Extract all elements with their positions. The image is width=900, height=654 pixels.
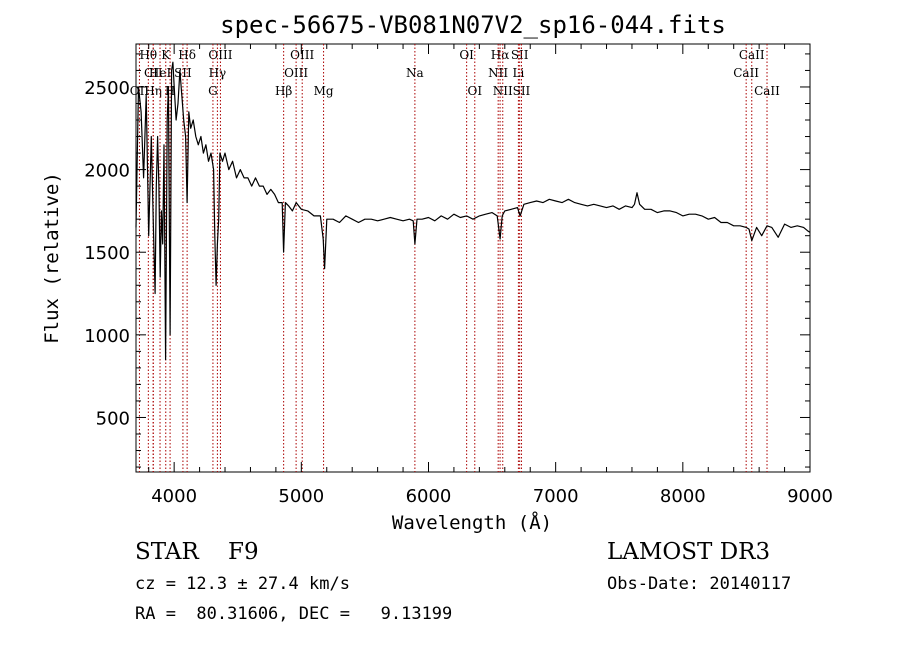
line-marker-label: OIII <box>208 48 232 62</box>
line-marker-label: NII <box>493 84 513 98</box>
y-tick-label: 1000 <box>84 326 130 347</box>
line-marker-label: OI <box>459 48 474 62</box>
x-tick-label: 6000 <box>406 486 452 507</box>
x-tick-label: 8000 <box>660 486 706 507</box>
redshift-cz: cz = 12.3 ± 27.4 km/s <box>135 574 350 594</box>
y-tick-label: 1500 <box>84 243 130 264</box>
line-marker-label: OIII <box>290 48 314 62</box>
line-marker-label: Mg <box>314 84 334 98</box>
plot-frame <box>135 43 811 473</box>
line-marker-label: Hα <box>491 48 510 62</box>
line-marker-label: K <box>161 48 171 62</box>
line-marker-label: Hγ <box>209 66 227 80</box>
line-marker-label: NII <box>488 66 508 80</box>
line-marker-label: CaII <box>739 48 765 62</box>
spectrum-line <box>135 61 811 361</box>
object-class: STAR F9 <box>135 539 259 565</box>
line-marker-label: Li <box>512 66 524 80</box>
line-marker-label: Hη <box>144 84 162 98</box>
coordinates: RA = 80.31606, DEC = 9.13199 <box>135 604 453 624</box>
x-tick-label: 4000 <box>151 486 197 507</box>
x-axis-label: Wavelength (Å) <box>392 511 552 534</box>
y-tick-label: 2000 <box>84 161 130 182</box>
survey-name: LAMOST DR3 <box>607 539 771 565</box>
line-marker-label: Hδ <box>178 48 196 62</box>
axis-ticks: 4000 5000 6000 7000 8000 9000 500 1000 1500 2000 2… <box>84 44 833 507</box>
line-marker-label: OII <box>130 84 150 98</box>
line-marker-label: SII <box>174 66 192 80</box>
x-tick-label: 9000 <box>787 486 833 507</box>
line-marker-label: H <box>165 84 175 98</box>
line-marker-label: HeI <box>149 66 172 80</box>
line-marker-label: SII <box>511 48 529 62</box>
x-tick-label: 7000 <box>533 486 579 507</box>
x-tick-label: 5000 <box>278 486 324 507</box>
chart-title: spec-56675-VB081N07V2_sp16-044.fits <box>220 11 726 39</box>
line-marker-label: Hβ <box>275 84 292 98</box>
line-marker-label: G <box>208 84 218 98</box>
obs-date: Obs-Date: 20140117 <box>607 574 792 594</box>
line-marker-label: Hθ <box>139 48 157 62</box>
y-axis-label: Flux (relative) <box>41 172 63 344</box>
line-marker-label: OI <box>467 84 482 98</box>
line-marker-label: Na <box>406 66 424 80</box>
line-marker-label: CaII <box>754 84 780 98</box>
y-tick-label: 2500 <box>84 78 130 99</box>
line-marker-label: OIII <box>284 66 308 80</box>
y-tick-label: 500 <box>96 408 130 429</box>
line-marker-label: SII <box>513 84 531 98</box>
line-marker-label: CaII <box>733 66 759 80</box>
